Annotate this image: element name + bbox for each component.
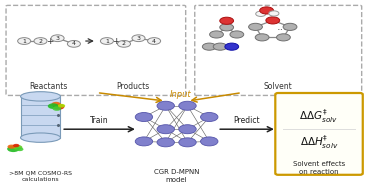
Text: 1: 1 (22, 39, 26, 43)
Text: Solvent effects
on reaction: Solvent effects on reaction (293, 161, 345, 175)
Circle shape (157, 138, 175, 147)
Circle shape (16, 147, 23, 151)
Circle shape (51, 102, 61, 107)
Circle shape (157, 101, 175, 110)
Text: CGR D-MPNN
model: CGR D-MPNN model (154, 169, 199, 183)
Circle shape (13, 145, 22, 150)
Text: 1: 1 (105, 39, 109, 43)
Circle shape (266, 17, 280, 24)
Ellipse shape (20, 92, 60, 101)
Text: $\Delta\Delta H^{\ddagger}_{solv}$: $\Delta\Delta H^{\ddagger}_{solv}$ (299, 134, 338, 151)
Circle shape (220, 17, 234, 24)
Text: Reactants: Reactants (30, 82, 68, 91)
Ellipse shape (20, 133, 60, 142)
Circle shape (135, 137, 153, 146)
Text: 3: 3 (56, 36, 60, 41)
Circle shape (260, 7, 273, 14)
Circle shape (13, 144, 19, 147)
Text: Predict: Predict (234, 116, 260, 125)
Text: +: + (46, 36, 53, 46)
Circle shape (201, 137, 218, 146)
Circle shape (213, 43, 227, 50)
Circle shape (230, 31, 244, 38)
Polygon shape (20, 96, 60, 138)
Circle shape (132, 35, 145, 42)
Text: Input: Input (169, 90, 191, 99)
FancyBboxPatch shape (275, 93, 363, 175)
Text: +: + (112, 36, 120, 46)
Circle shape (202, 43, 216, 50)
Circle shape (147, 38, 161, 44)
Circle shape (201, 112, 218, 122)
Circle shape (210, 31, 223, 38)
Circle shape (53, 104, 64, 110)
Circle shape (34, 38, 47, 44)
Text: Products: Products (116, 82, 150, 91)
Text: 3: 3 (137, 36, 141, 41)
Text: 4: 4 (152, 39, 156, 43)
Text: 2: 2 (122, 41, 126, 46)
Circle shape (225, 43, 239, 50)
Circle shape (52, 106, 61, 111)
Circle shape (179, 101, 196, 110)
Circle shape (179, 125, 196, 134)
Circle shape (48, 103, 59, 109)
Circle shape (179, 138, 196, 147)
Circle shape (256, 11, 266, 16)
Circle shape (7, 146, 19, 152)
Circle shape (58, 104, 65, 108)
Circle shape (269, 11, 279, 16)
Circle shape (67, 40, 81, 47)
Text: >8M QM COSMO-RS
calculations: >8M QM COSMO-RS calculations (9, 170, 72, 182)
Text: 2: 2 (38, 39, 42, 43)
Circle shape (7, 145, 15, 149)
Text: Solvent: Solvent (263, 82, 292, 91)
Text: $\Delta\Delta G^{\ddagger}_{solv}$: $\Delta\Delta G^{\ddagger}_{solv}$ (299, 108, 338, 125)
Circle shape (255, 34, 269, 41)
Text: 4: 4 (72, 41, 76, 46)
Circle shape (100, 38, 113, 44)
Text: ···: ··· (276, 25, 287, 35)
Text: Train: Train (90, 116, 109, 125)
Circle shape (283, 23, 297, 30)
Circle shape (18, 38, 31, 44)
Circle shape (157, 125, 175, 134)
Circle shape (135, 112, 153, 122)
Circle shape (249, 23, 262, 30)
Circle shape (51, 35, 64, 42)
Circle shape (220, 24, 234, 31)
Circle shape (277, 34, 290, 41)
Circle shape (117, 40, 131, 47)
